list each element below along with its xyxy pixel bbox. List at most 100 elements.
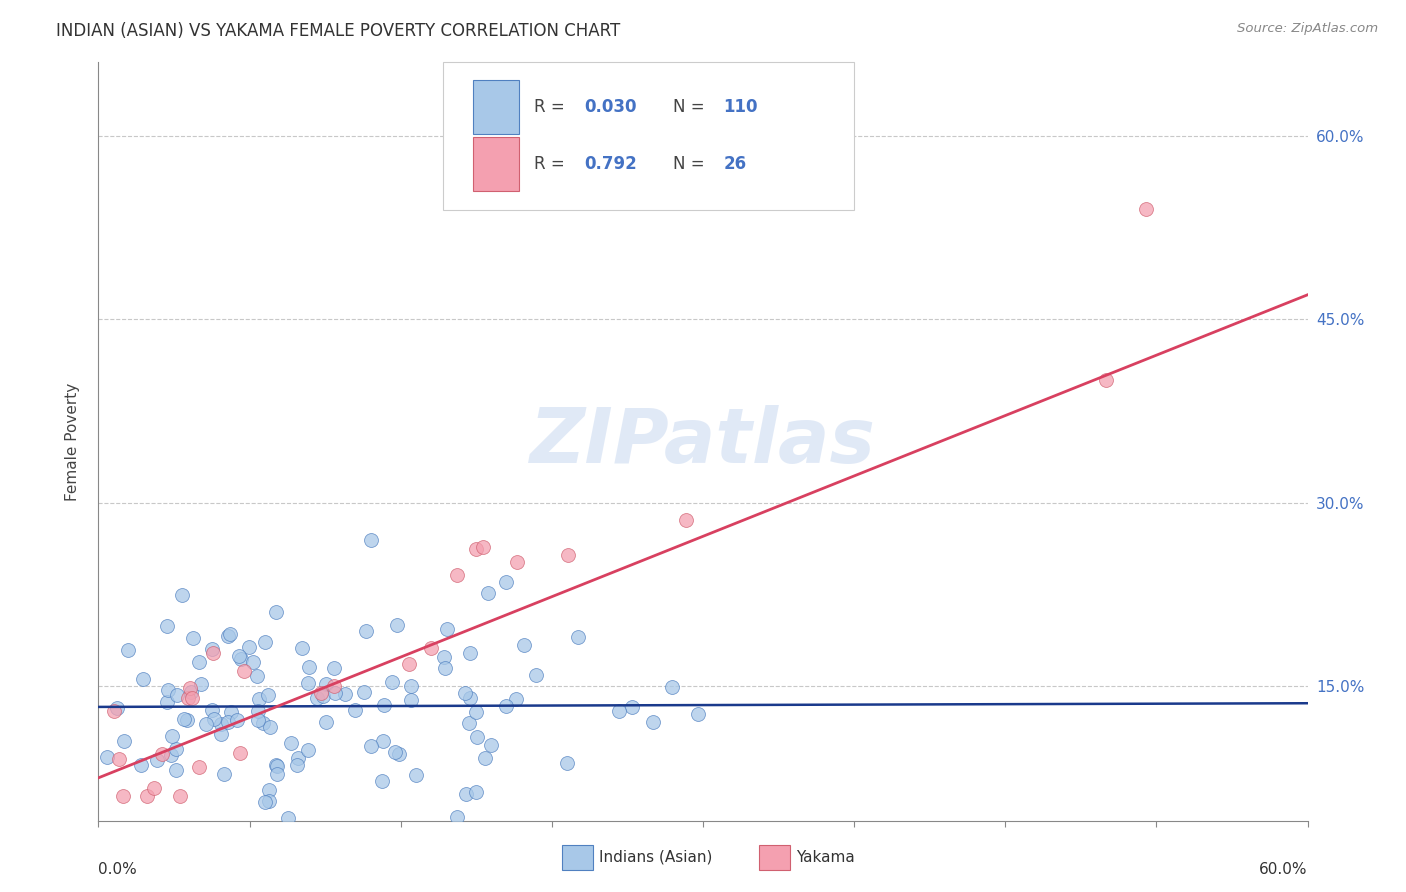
Point bbox=[309, 686, 332, 700]
Point bbox=[479, 738, 502, 752]
Point bbox=[298, 660, 321, 674]
Point bbox=[373, 733, 395, 747]
Point bbox=[156, 682, 179, 697]
Point bbox=[96, 750, 118, 764]
Point bbox=[323, 685, 346, 699]
Point bbox=[105, 700, 128, 714]
Point bbox=[360, 739, 382, 753]
Point bbox=[312, 689, 335, 703]
Point bbox=[217, 714, 239, 729]
Text: 110: 110 bbox=[724, 98, 758, 116]
Point bbox=[524, 668, 547, 682]
Point bbox=[371, 774, 394, 789]
Point bbox=[458, 646, 481, 660]
Point bbox=[131, 757, 153, 772]
Point bbox=[387, 617, 409, 632]
Point bbox=[247, 713, 270, 727]
Point bbox=[201, 642, 224, 657]
Point bbox=[209, 717, 232, 731]
Text: N =: N = bbox=[672, 155, 710, 173]
Point bbox=[156, 696, 179, 710]
Point bbox=[686, 706, 709, 721]
Bar bbox=[474, 136, 519, 191]
Point bbox=[225, 714, 247, 728]
Point bbox=[257, 688, 280, 702]
Point bbox=[242, 655, 264, 669]
Point bbox=[505, 692, 527, 706]
Point bbox=[201, 703, 224, 717]
Text: 0.0%: 0.0% bbox=[98, 863, 138, 878]
Point bbox=[495, 699, 517, 714]
Point bbox=[103, 704, 125, 718]
Point bbox=[343, 703, 366, 717]
Point bbox=[446, 567, 468, 582]
Point bbox=[132, 673, 155, 687]
Point bbox=[381, 674, 404, 689]
Point bbox=[160, 729, 183, 743]
Point bbox=[506, 555, 529, 569]
Point bbox=[177, 691, 200, 706]
Point bbox=[232, 664, 254, 678]
Point bbox=[111, 789, 134, 804]
Point bbox=[202, 712, 225, 726]
Point bbox=[297, 676, 319, 690]
Point bbox=[228, 648, 250, 663]
Point bbox=[266, 758, 288, 772]
Point bbox=[246, 669, 269, 683]
Point bbox=[1135, 202, 1157, 217]
Point bbox=[472, 540, 495, 554]
Text: R =: R = bbox=[534, 155, 569, 173]
Point bbox=[384, 745, 406, 759]
Point bbox=[229, 746, 252, 760]
Point bbox=[254, 795, 277, 809]
Point bbox=[398, 657, 420, 671]
Point bbox=[112, 733, 135, 747]
Point bbox=[287, 751, 309, 765]
Point bbox=[194, 717, 217, 731]
Point bbox=[150, 747, 173, 761]
Point bbox=[465, 785, 488, 799]
Point bbox=[641, 715, 664, 730]
Point bbox=[218, 627, 240, 641]
Point bbox=[180, 685, 202, 699]
Point bbox=[333, 686, 356, 700]
Point bbox=[190, 676, 212, 690]
Point bbox=[401, 692, 423, 706]
Point bbox=[166, 688, 188, 702]
Point bbox=[247, 692, 270, 706]
Point bbox=[117, 643, 139, 657]
Point bbox=[257, 782, 280, 797]
Point bbox=[433, 650, 456, 665]
Point bbox=[513, 639, 536, 653]
Point bbox=[607, 704, 630, 718]
Point bbox=[315, 677, 337, 691]
Point bbox=[285, 758, 308, 772]
Point bbox=[257, 794, 280, 808]
Point bbox=[360, 533, 382, 547]
Point bbox=[181, 691, 204, 706]
Point bbox=[323, 661, 346, 675]
Point bbox=[259, 720, 281, 734]
Point bbox=[464, 542, 486, 557]
Point bbox=[464, 705, 486, 719]
Point bbox=[291, 640, 314, 655]
Point bbox=[209, 727, 232, 741]
Point bbox=[246, 704, 269, 718]
Point bbox=[465, 731, 488, 745]
Point bbox=[160, 747, 183, 762]
Point bbox=[173, 712, 195, 726]
Point bbox=[353, 685, 375, 699]
Point bbox=[217, 629, 239, 643]
Point bbox=[454, 787, 477, 801]
Point bbox=[277, 811, 299, 825]
Bar bbox=[474, 80, 519, 135]
Point bbox=[1095, 373, 1118, 387]
Point bbox=[179, 681, 201, 695]
Point bbox=[280, 736, 302, 750]
Point bbox=[567, 630, 589, 644]
Point bbox=[620, 699, 643, 714]
Text: Indians (Asian): Indians (Asian) bbox=[599, 850, 713, 864]
Point bbox=[201, 646, 224, 660]
Point bbox=[315, 715, 337, 730]
Point bbox=[156, 619, 179, 633]
